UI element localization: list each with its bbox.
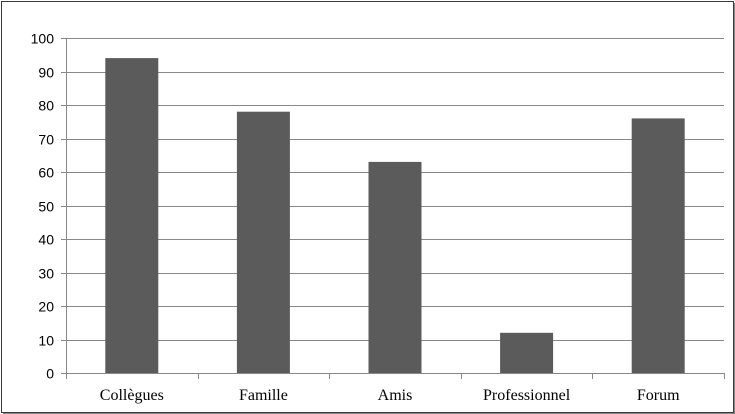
y-tick-label-0: 0 — [46, 366, 54, 382]
y-tick-label-90: 90 — [38, 65, 54, 81]
bar-famille — [236, 111, 290, 373]
x-category-label-forum: Forum — [637, 387, 680, 404]
x-category-labels: Collègues Famille Amis Professionnel Forum — [100, 387, 680, 404]
bar-professionnel — [500, 332, 554, 373]
y-tick-label-70: 70 — [38, 132, 54, 148]
bar-amis — [368, 161, 422, 373]
y-tick-label-100: 100 — [31, 31, 55, 47]
y-tick-label-80: 80 — [38, 98, 54, 114]
y-tick-label-30: 30 — [38, 266, 54, 282]
x-category-label-collègues: Collègues — [100, 387, 164, 404]
x-category-label-famille: Famille — [239, 387, 288, 404]
y-tick-label-40: 40 — [38, 232, 54, 248]
y-tick-label-60: 60 — [38, 165, 54, 181]
y-tick-label-20: 20 — [38, 299, 54, 315]
axes — [61, 38, 725, 379]
x-category-label-amis: Amis — [378, 387, 413, 404]
bar-collègues — [105, 58, 159, 373]
y-tick-labels: 0 10 20 30 40 50 60 70 80 90 100 — [31, 31, 55, 382]
bar-forum — [631, 118, 685, 374]
x-category-label-professionnel: Professionnel — [483, 387, 571, 404]
y-tick-label-10: 10 — [38, 333, 54, 349]
bars — [105, 58, 685, 374]
gridlines — [66, 38, 724, 341]
y-tick-label-50: 50 — [38, 199, 54, 215]
